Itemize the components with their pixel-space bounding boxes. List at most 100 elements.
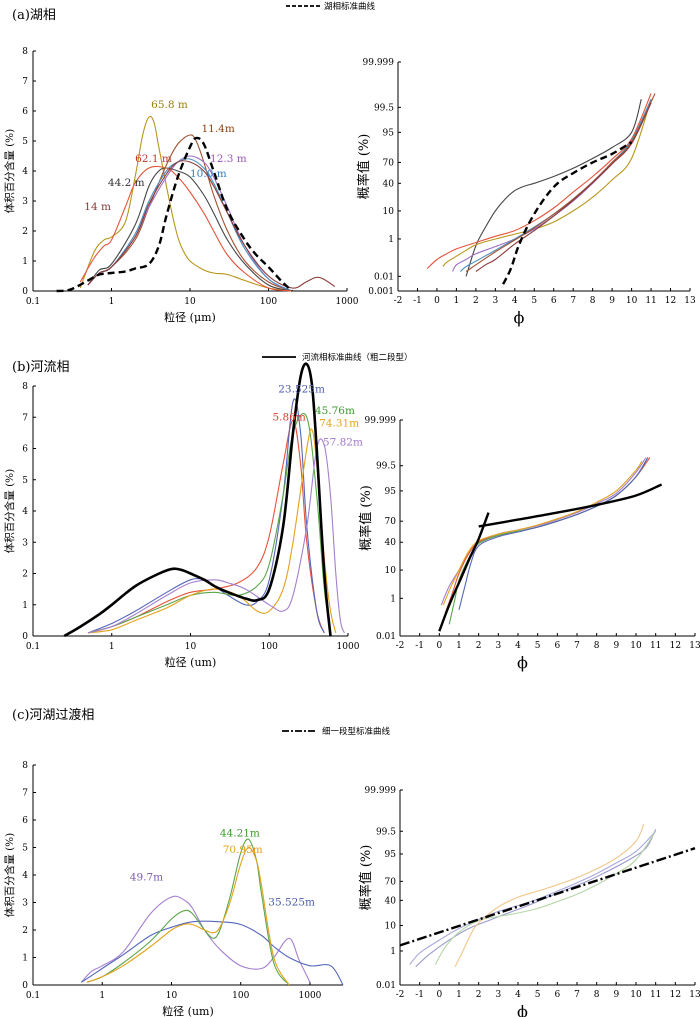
x-axis-label: ϕ xyxy=(517,1002,528,1017)
series-annotation: 49.7m xyxy=(130,872,163,884)
x-tick-label: 1 xyxy=(456,990,462,1000)
x-tick-label: 6 xyxy=(554,990,560,1000)
x-axis-label: ϕ xyxy=(517,653,528,672)
series-annotation: 11.4m xyxy=(201,123,234,135)
x-tick-label: 9 xyxy=(609,296,615,306)
y-axis-label: 体积百分含量 (%) xyxy=(3,129,16,214)
panel-title: (a)湖相 xyxy=(12,8,56,23)
x-tick-label: 11 xyxy=(650,990,661,1000)
y-axis-label: 概率值 (%) xyxy=(356,134,372,200)
x-tick-label: 0.1 xyxy=(26,297,40,307)
x-tick-label: 5 xyxy=(531,296,537,306)
series-line-2 xyxy=(87,412,332,634)
series-line-1 xyxy=(87,134,293,292)
y-tick-label: 1 xyxy=(22,954,28,964)
y-tick-label: 5 xyxy=(22,476,28,486)
series-line-3 xyxy=(452,102,652,272)
x-tick-label: 9 xyxy=(613,641,619,651)
x-tick-label: 100 xyxy=(260,297,277,307)
x-tick-label: 10 xyxy=(185,642,197,652)
x-tick-label: 1000 xyxy=(336,297,359,307)
y-tick-label: 0.01 xyxy=(376,632,396,642)
y-tick-label: 2 xyxy=(22,227,28,237)
series-line-1 xyxy=(81,920,344,986)
series-annotation: 23.525m xyxy=(278,383,325,395)
y-tick-label: 70 xyxy=(383,158,395,168)
panel-title: (b)河流相 xyxy=(12,360,69,375)
y-tick-label: 3 xyxy=(22,538,28,548)
x-tick-label: 2 xyxy=(476,641,482,651)
y-tick-label: 95 xyxy=(385,487,397,497)
x-tick-label: 3 xyxy=(495,990,501,1000)
y-tick-label: 10 xyxy=(383,207,395,217)
series-line-1 xyxy=(415,829,657,968)
y-tick-label: 8 xyxy=(22,47,28,57)
series-line-0 xyxy=(465,99,642,277)
series-annotation: 10.0 m xyxy=(190,168,227,180)
y-tick-label: 7 xyxy=(22,77,28,87)
x-axis-label: 粒径 (um) xyxy=(162,1004,214,1017)
series-line-5 xyxy=(79,165,293,292)
series-line-1 xyxy=(87,398,325,634)
series-annotation: 44.21m xyxy=(220,828,260,840)
y-tick-label: 5 xyxy=(22,844,28,854)
x-tick-label: 13 xyxy=(689,990,700,1000)
x-axis-label: 粒径 (um) xyxy=(165,655,217,669)
y-tick-label: 0 xyxy=(22,287,28,297)
x-tick-label: 1 xyxy=(456,641,462,651)
y-tick-label: 0.001 xyxy=(368,287,394,297)
series-line-0 xyxy=(79,115,293,292)
series-line-4 xyxy=(87,438,345,634)
legend: 细一段型标准曲线 xyxy=(282,726,391,737)
series-annotation: 70.95m xyxy=(223,844,263,856)
x-tick-label: 1000 xyxy=(299,991,322,1001)
x-tick-label: 2 xyxy=(476,990,482,1000)
x-tick-label: -1 xyxy=(415,990,424,1000)
x-tick-label: 1 xyxy=(109,642,115,652)
y-tick-label: 3 xyxy=(22,197,28,207)
x-tick-label: -2 xyxy=(396,990,405,1000)
x-axis-label: ϕ xyxy=(514,308,525,327)
series-annotation: 45.76m xyxy=(315,405,355,417)
series-line-2 xyxy=(434,830,657,965)
series-line-6 xyxy=(87,160,336,289)
series-line-0 xyxy=(87,419,325,634)
x-axis-label: 粒径 (μm) xyxy=(164,310,216,324)
y-tick-label: 1 xyxy=(388,235,394,245)
y-tick-label: 99.5 xyxy=(374,103,394,113)
x-tick-label: 10 xyxy=(166,991,178,1001)
x-tick-label: 7 xyxy=(574,990,580,1000)
series-line-3 xyxy=(454,823,645,967)
x-tick-label: 0 xyxy=(436,990,442,1000)
x-tick-label: 13 xyxy=(684,296,696,306)
x-tick-label: 4 xyxy=(515,641,521,651)
frequency-chart: 0 1 2 3 4 5 6 7 8 0.1 1 10 100 1000 粒径 (μm) 体积百分含量 (%) 6… xyxy=(3,47,359,324)
series-line-0 xyxy=(440,457,647,606)
y-tick-label: 99.999 xyxy=(363,58,395,68)
series-line-4 xyxy=(399,847,696,947)
y-tick-label: 70 xyxy=(385,877,397,887)
y-axis-label: 体积百分含量 (%) xyxy=(3,833,16,918)
x-tick-label: 8 xyxy=(594,990,600,1000)
x-tick-label: 9 xyxy=(613,990,619,1000)
series-line-2 xyxy=(86,838,290,986)
x-tick-label: 6 xyxy=(551,296,557,306)
y-tick-label: 99.999 xyxy=(365,786,397,796)
y-tick-label: 0 xyxy=(22,632,28,642)
x-tick-label: 10 xyxy=(630,641,642,651)
series-annotation: 62.1 m xyxy=(135,153,172,165)
x-tick-label: 1 xyxy=(454,296,460,306)
x-tick-label: 0 xyxy=(436,641,442,651)
x-tick-label: 12 xyxy=(665,296,676,306)
x-tick-label: -2 xyxy=(394,296,403,306)
y-tick-label: 1 xyxy=(22,257,28,267)
y-tick-label: 0 xyxy=(22,981,28,991)
y-tick-label: 10 xyxy=(385,921,397,931)
y-tick-label: 6 xyxy=(22,445,28,455)
series-line-1 xyxy=(426,93,652,270)
y-tick-label: 2 xyxy=(22,570,28,580)
series-line-5 xyxy=(438,512,490,632)
